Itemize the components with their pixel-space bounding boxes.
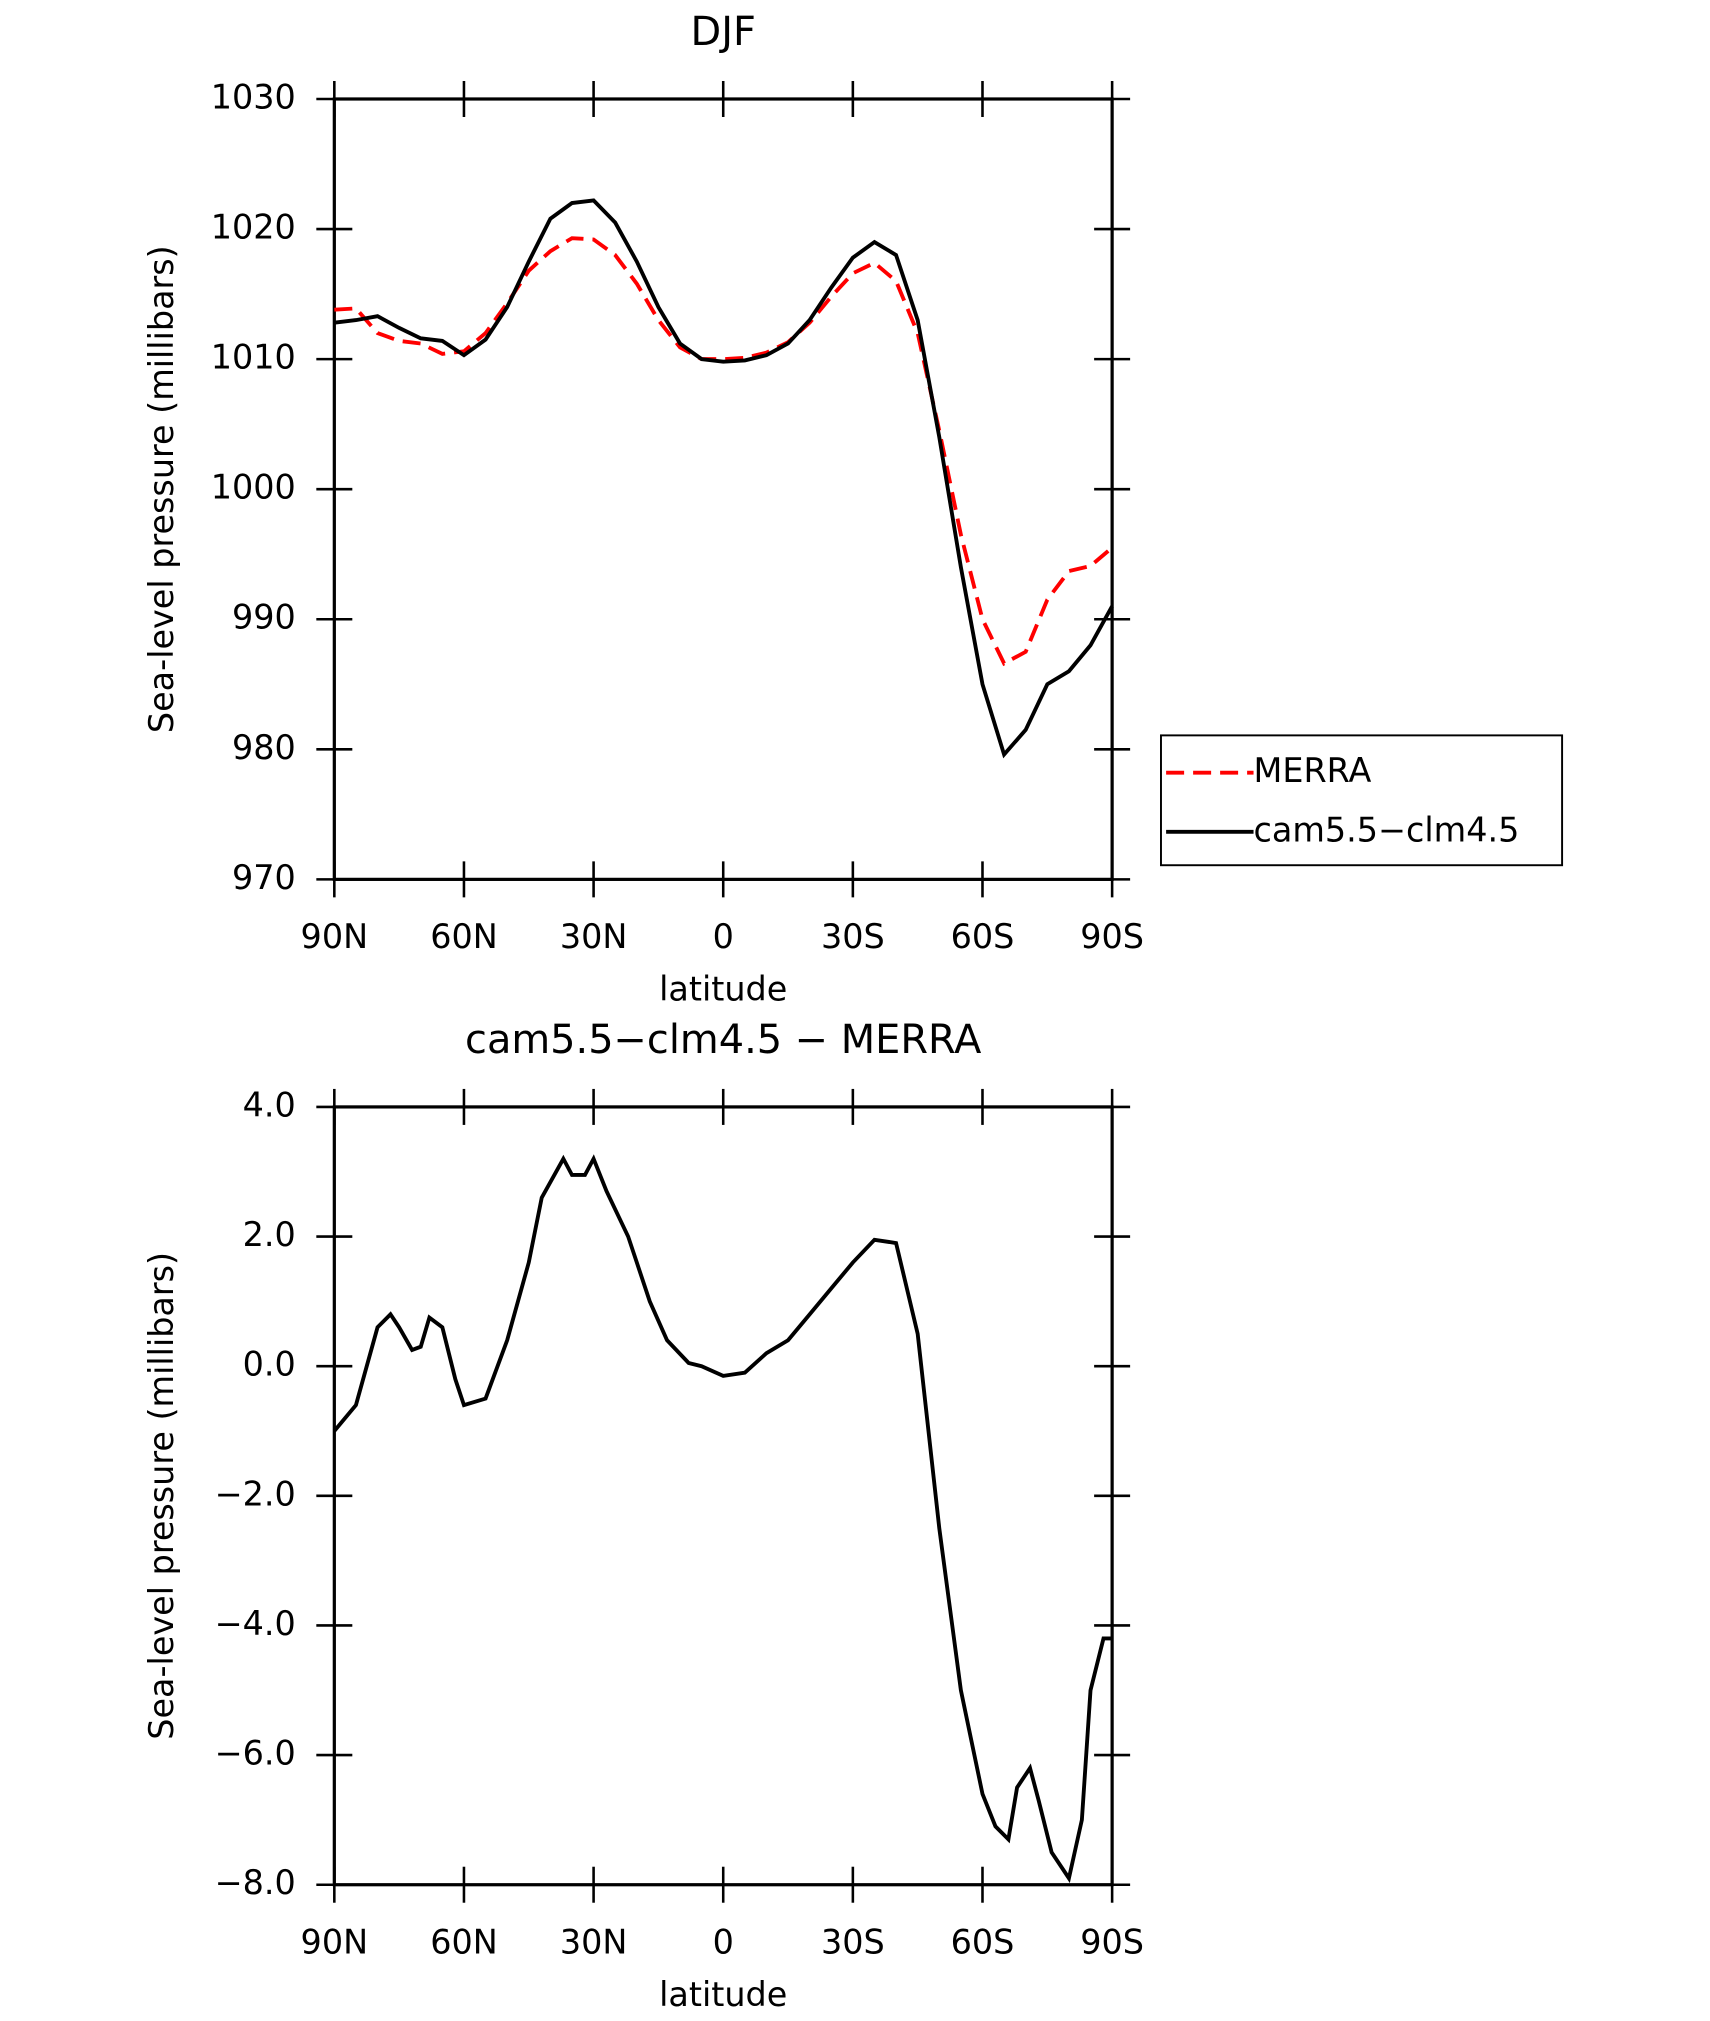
x-tick-label: 30N [560, 917, 628, 956]
plot-frame [332, 1105, 1114, 1887]
series-line [334, 198, 1114, 759]
y-axis-label: Sea-level pressure (millibars) [142, 1252, 181, 1740]
x-tick-label: 30N [560, 1922, 628, 1961]
series-line [334, 236, 1114, 667]
y-tick-label: −4.0 [215, 1604, 296, 1643]
x-tick-label: 60N [430, 917, 498, 956]
x-axis-label: latitude [659, 1975, 787, 2014]
x-tick-label: 60S [951, 917, 1015, 956]
plot-frame [332, 97, 1114, 881]
legend-box [1160, 734, 1564, 867]
y-tick-label: 1030 [211, 77, 296, 116]
legend-label: MERRA [1254, 751, 1372, 790]
y-tick-label: 1020 [211, 208, 296, 247]
y-tick-label: 1010 [211, 338, 296, 377]
x-tick-label: 30S [821, 1922, 885, 1961]
x-tick-label: 60N [430, 1922, 498, 1961]
chart-title: cam5.5−clm4.5 − MERRA [465, 1017, 981, 1063]
y-tick-label: −8.0 [215, 1863, 296, 1902]
series-line [332, 1154, 1113, 1884]
y-tick-label: −2.0 [215, 1474, 296, 1513]
y-tick-label: 2.0 [243, 1215, 296, 1254]
legend: MERRA cam5.5−clm4.5 [1160, 734, 1564, 867]
x-tick-label: 30S [821, 917, 885, 956]
y-axis-label: Sea-level pressure (millibars) [142, 245, 181, 733]
x-axis-label: latitude [659, 970, 787, 1009]
legend-label: cam5.5−clm4.5 [1254, 810, 1520, 849]
x-tick-label: 90S [1080, 1922, 1144, 1961]
y-tick-label: 0.0 [243, 1345, 296, 1384]
y-tick-label: 4.0 [243, 1085, 296, 1124]
x-tick-label: 90N [301, 917, 369, 956]
x-tick-label: 90N [301, 1922, 369, 1961]
y-tick-label: 980 [232, 728, 296, 767]
chart-title: DJF [691, 9, 756, 55]
y-tick-label: −6.0 [215, 1734, 296, 1773]
y-tick-label: 990 [232, 598, 296, 637]
x-tick-label: 0 [713, 917, 734, 956]
x-tick-label: 0 [713, 1922, 734, 1961]
x-tick-label: 60S [951, 1922, 1015, 1961]
y-tick-label: 1000 [211, 468, 296, 507]
y-tick-label: 970 [232, 858, 296, 897]
x-tick-label: 90S [1080, 917, 1144, 956]
